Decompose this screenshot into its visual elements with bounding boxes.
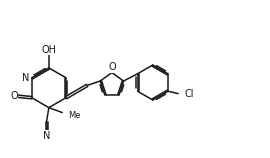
Text: N: N (22, 73, 29, 83)
Text: N: N (43, 131, 50, 141)
Text: O: O (109, 62, 116, 72)
Text: O: O (10, 91, 18, 101)
Text: Me: Me (68, 111, 81, 120)
Text: OH: OH (41, 45, 56, 55)
Text: Cl: Cl (185, 89, 194, 99)
